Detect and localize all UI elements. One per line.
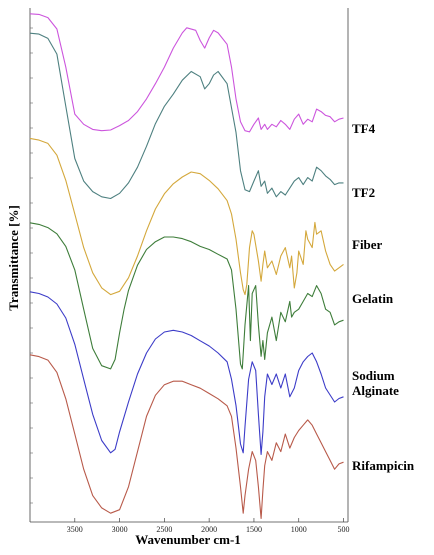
x-tick-label: 1000 <box>291 525 307 534</box>
series-labels: TF4 TF2 Fiber Gelatin Sodium Alginate Rifampic… <box>352 121 415 473</box>
y-axis-label: Transmittance [%] <box>6 205 21 311</box>
x-axis-ticks: 3500 3000 2500 2000 1500 1000 500 <box>67 518 350 534</box>
series-label-tf4: TF4 <box>352 121 376 136</box>
x-tick-label: 3000 <box>112 525 128 534</box>
series-line-tf2 <box>29 32 344 200</box>
series-line-rifampicin <box>29 354 344 520</box>
series-label-gelatin: Gelatin <box>352 291 394 306</box>
series-line-gelatin <box>29 222 344 370</box>
series-label-sodium-alginate: Sodium Alginate <box>352 368 399 398</box>
x-tick-label: 3500 <box>67 525 83 534</box>
x-tick-label: 500 <box>338 525 350 534</box>
x-tick-label: 2000 <box>201 525 217 534</box>
series-label-tf2: TF2 <box>352 185 375 200</box>
series-line-tf4 <box>29 13 344 133</box>
x-axis-label: Wavenumber cm-1 <box>135 532 241 547</box>
series-label-rifampicin: Rifampicin <box>352 458 415 473</box>
series-layer <box>29 13 344 520</box>
x-tick-label: 2500 <box>156 525 172 534</box>
series-line-sodium-alginate <box>29 291 344 456</box>
x-tick-label: 1500 <box>246 525 262 534</box>
series-line-fiber <box>29 137 344 296</box>
series-label-fiber: Fiber <box>352 237 383 252</box>
plot-frame <box>29 8 349 523</box>
